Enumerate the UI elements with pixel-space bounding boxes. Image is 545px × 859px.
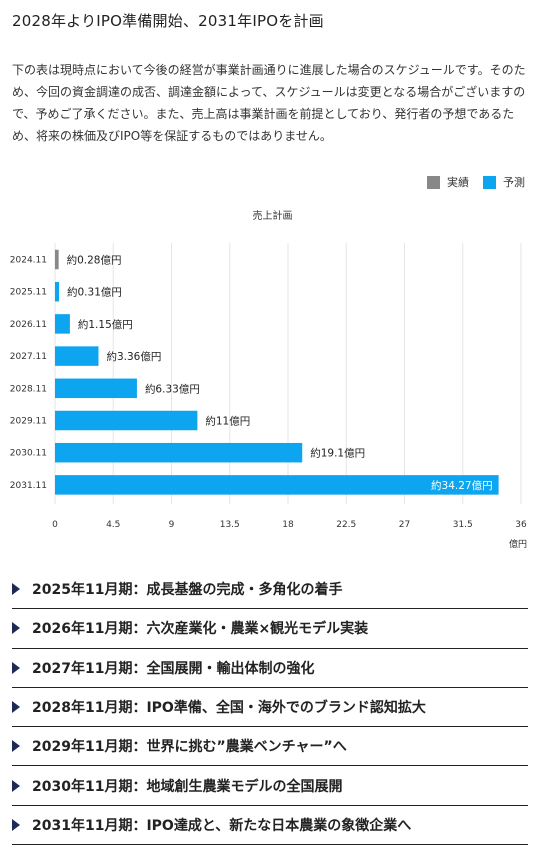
- accordion-item[interactable]: 2026年11月期：六次産業化・農業×観光モデル実装: [12, 609, 528, 649]
- triangle-right-icon: [12, 583, 20, 596]
- legend-swatch-actual: [427, 175, 440, 189]
- x-tick-label: 0: [52, 520, 58, 530]
- sales-plan-chart: 0 4.5 9 13.5 18 22.5 27 31.5 36 億円 2024.11 約0.28億円 2…: [10, 243, 527, 550]
- triangle-right-icon: [12, 661, 20, 674]
- bar: [55, 314, 70, 334]
- accordion-item-label: 2027年11月期：全国展開・輸出体制の強化: [32, 660, 315, 677]
- y-tick-label: 2030.11: [10, 449, 47, 459]
- x-tick-label: 22.5: [336, 520, 356, 530]
- milestone-accordion: 2025年11月期：成長基盤の完成・多角化の着手 2026年11月期：六次産業化・…: [12, 570, 528, 846]
- legend-swatch-forecast: [483, 175, 496, 189]
- accordion-item-label: 2030年11月期：地域創生農業モデルの全国展開: [32, 778, 343, 795]
- y-tick-label: 2028.11: [10, 384, 47, 394]
- intro-text: 下の表は現時点において今後の経営が事業計画通りに進展した場合のスケジュールです。…: [12, 63, 526, 143]
- accordion-item-label: 2025年11月期：成長基盤の完成・多角化の着手: [32, 582, 343, 599]
- chart-legend: 実績 予測: [413, 174, 525, 190]
- accordion-item-label: 2028年11月期：IPO準備、全国・海外でのブランド認知拡大: [32, 700, 426, 717]
- data-label: 約19.1億円: [310, 447, 365, 460]
- accordion-item-label: 2029年11月期：世界に挑む”農業ベンチャー”へ: [32, 739, 347, 756]
- triangle-right-icon: [12, 622, 20, 635]
- y-tick-label: 2024.11: [10, 256, 47, 266]
- data-label: 約11億円: [205, 415, 250, 428]
- triangle-right-icon: [12, 701, 20, 714]
- bar: [55, 378, 137, 399]
- accordion-item[interactable]: 2028年11月期：IPO準備、全国・海外でのブランド認知拡大: [12, 688, 528, 728]
- bar: [55, 442, 303, 463]
- x-tick-label: 27: [399, 520, 410, 530]
- x-tick-label: 18: [282, 520, 294, 530]
- accordion-item[interactable]: 2029年11月期：世界に挑む”農業ベンチャー”へ: [12, 727, 528, 767]
- x-axis-label: 億円: [509, 538, 527, 550]
- x-tick-label: 4.5: [106, 520, 120, 530]
- chart-title: 売上計画: [252, 211, 293, 222]
- data-label: 約0.28億円: [67, 254, 122, 267]
- data-label: 約1.15億円: [78, 318, 133, 331]
- x-tick-label: 36: [515, 520, 527, 530]
- data-label: 約6.33億円: [145, 382, 200, 395]
- bar: [55, 475, 499, 495]
- accordion-item-label: 2031年11月期：IPO達成と、新たな日本農業の象徴企業へ: [32, 817, 412, 834]
- accordion-item[interactable]: 2025年11月期：成長基盤の完成・多角化の着手: [12, 570, 528, 610]
- triangle-right-icon: [12, 818, 20, 831]
- accordion-item[interactable]: 2027年11月期：全国展開・輸出体制の強化: [12, 649, 528, 688]
- accordion-item[interactable]: 2031年11月期：IPO達成と、新たな日本農業の象徴企業へ: [12, 806, 528, 846]
- bar: [55, 346, 99, 366]
- y-tick-label: 2027.11: [10, 352, 47, 362]
- data-label: 約34.27億円: [431, 479, 493, 492]
- bar: [55, 410, 198, 431]
- triangle-right-icon: [12, 779, 20, 792]
- y-tick-label: 2029.11: [10, 417, 47, 427]
- bar: [55, 249, 59, 270]
- accordion-item[interactable]: 2030年11月期：地域創生農業モデルの全国展開: [12, 766, 528, 806]
- y-tick-label: 2025.11: [10, 288, 47, 298]
- page-title: 2028年よりIPO準備開始、2031年IPOを計画: [12, 12, 324, 30]
- triangle-right-icon: [12, 740, 20, 753]
- x-tick-label: 31.5: [453, 520, 473, 530]
- y-tick-label: 2026.11: [10, 320, 47, 330]
- y-tick-label: 2031.11: [10, 481, 47, 491]
- accordion-item-label: 2026年11月期：六次産業化・農業×観光モデル実装: [32, 621, 369, 638]
- legend-item-actual[interactable]: 実績: [427, 174, 469, 190]
- bar: [55, 281, 60, 302]
- legend-label-actual: 実績: [447, 176, 469, 189]
- x-tick-label: 9: [169, 520, 175, 530]
- x-tick-label: 13.5: [220, 520, 240, 530]
- legend-label-forecast: 予測: [503, 176, 525, 189]
- data-label: 約0.31億円: [67, 286, 122, 299]
- legend-item-forecast[interactable]: 予測: [483, 174, 525, 190]
- data-label: 約3.36億円: [106, 350, 161, 363]
